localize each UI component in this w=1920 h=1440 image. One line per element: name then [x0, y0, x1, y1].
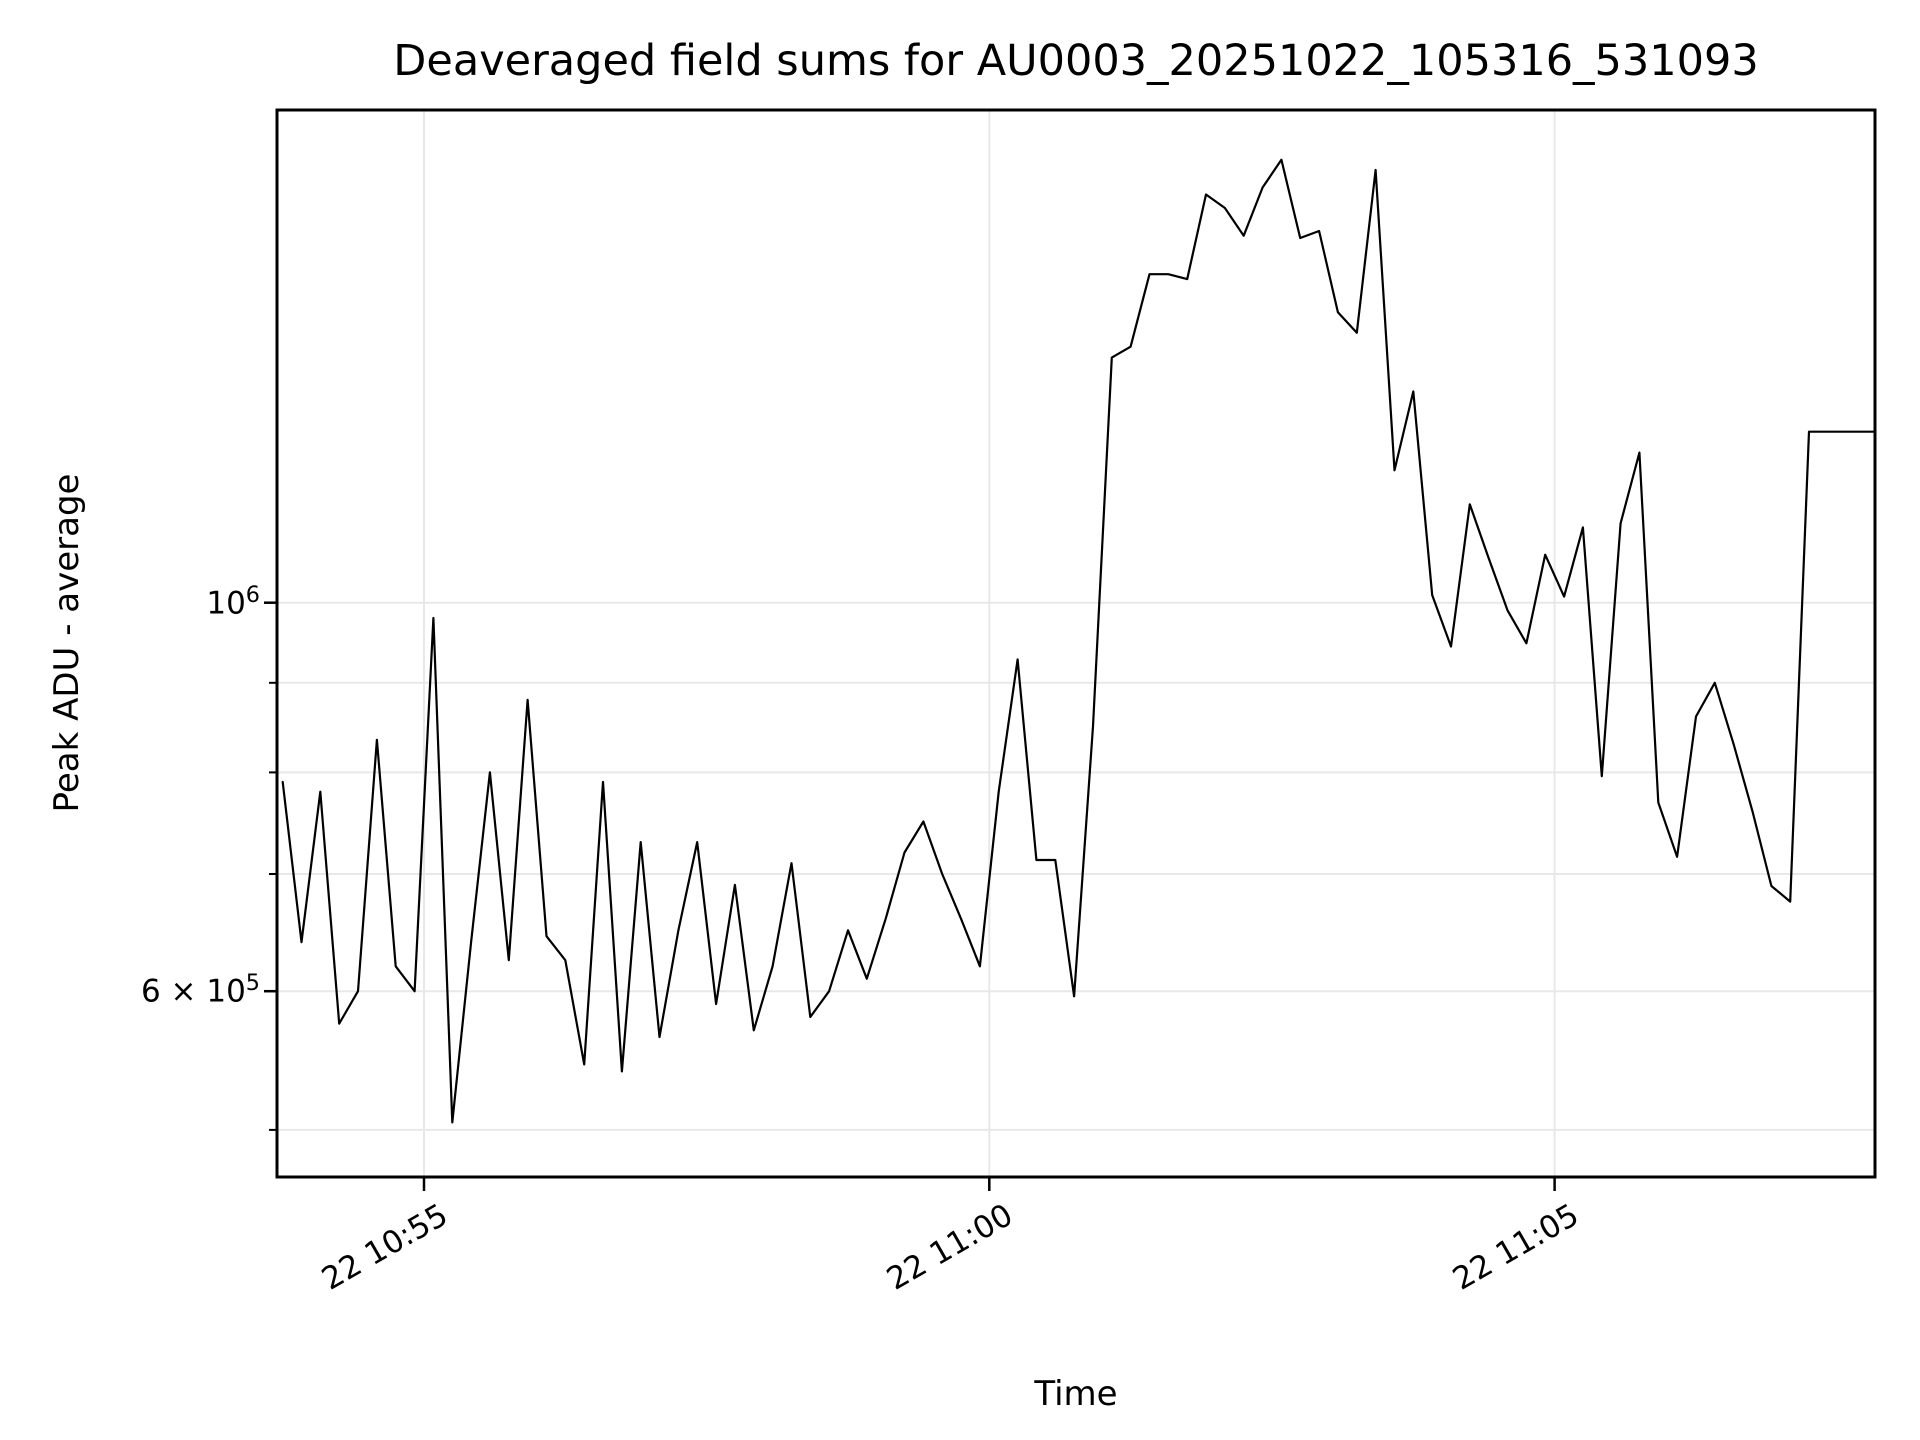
y-axis-label: Peak ADU - average	[47, 473, 87, 813]
ytick-label-1e6: 106	[206, 581, 260, 621]
x-axis-label: Time	[1034, 1374, 1118, 1414]
chart-title: Deaveraged field sums for AU0003_2025102…	[393, 36, 1759, 86]
ytick-label-6e5: 6 × 105	[140, 970, 260, 1010]
